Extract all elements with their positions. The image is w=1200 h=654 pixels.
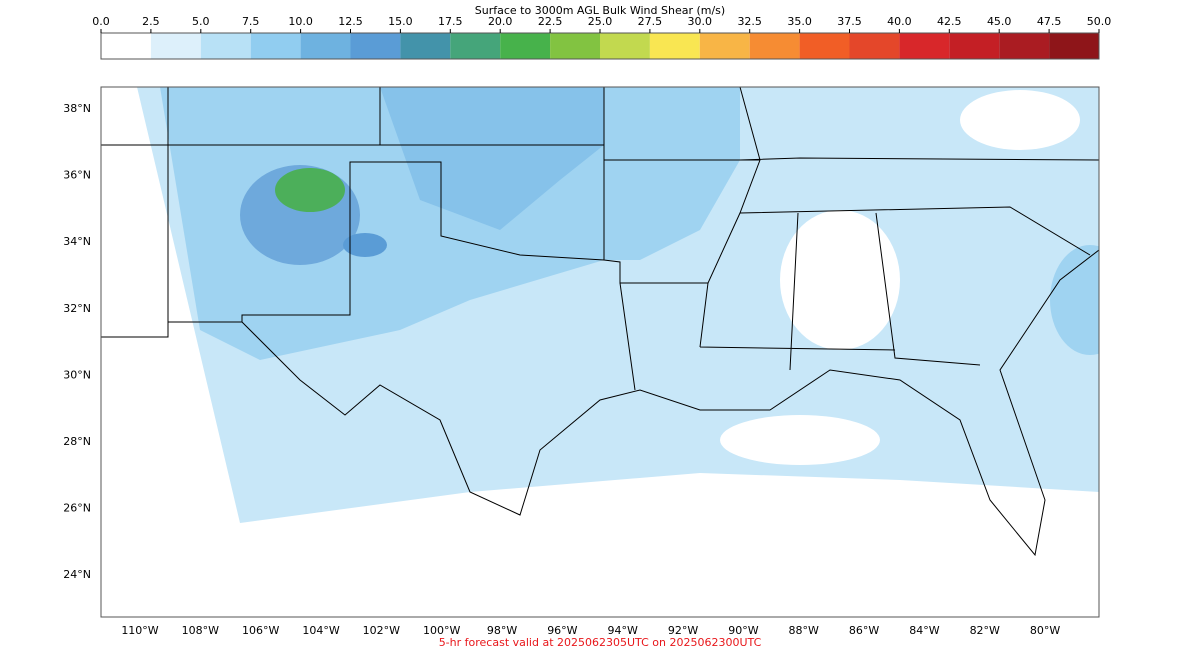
colorbar-segment bbox=[949, 33, 1000, 59]
shear-field bbox=[604, 87, 740, 260]
longitude-label: 98°W bbox=[487, 624, 517, 637]
colorbar-segment bbox=[300, 33, 351, 59]
shear-field bbox=[343, 233, 387, 257]
colorbar-tick-label: 25.0 bbox=[588, 15, 613, 28]
shear-field bbox=[1050, 245, 1099, 355]
colorbar-tick-label: 50.0 bbox=[1087, 15, 1112, 28]
colorbar-tick-label: 45.0 bbox=[987, 15, 1012, 28]
colorbar-tick-label: 30.0 bbox=[688, 15, 713, 28]
longitude-label: 80°W bbox=[1030, 624, 1060, 637]
colorbar-segment bbox=[899, 33, 950, 59]
longitude-label: 86°W bbox=[849, 624, 879, 637]
colorbar-tick-label: 40.0 bbox=[887, 15, 912, 28]
map bbox=[100, 86, 1100, 618]
shear-field bbox=[780, 210, 900, 350]
colorbar-segment bbox=[600, 33, 650, 59]
longitude-label: 106°W bbox=[242, 624, 279, 637]
colorbar-segment bbox=[150, 33, 201, 59]
shear-field bbox=[960, 90, 1080, 150]
latitude-label: 36°N bbox=[63, 169, 91, 182]
latitude-label: 38°N bbox=[63, 102, 91, 115]
colorbar-segment bbox=[250, 33, 301, 59]
colorbar-tick-label: 10.0 bbox=[288, 15, 313, 28]
longitude-label: 94°W bbox=[608, 624, 638, 637]
graticule-labels: 38°N 36°N 34°N 32°N 30°N 28°N 26°N 24°N 110°W 108… bbox=[63, 102, 1060, 637]
longitude-label: 90°W bbox=[728, 624, 758, 637]
colorbar-segment bbox=[1049, 33, 1099, 59]
longitude-label: 104°W bbox=[302, 624, 339, 637]
colorbar-tick-label: 32.5 bbox=[737, 15, 762, 28]
colorbar-tick-label: 47.5 bbox=[1037, 15, 1062, 28]
colorbar-tick-label: 7.5 bbox=[242, 15, 260, 28]
colorbar-tick-label: 20.0 bbox=[488, 15, 513, 28]
colorbar-tick-label: 42.5 bbox=[937, 15, 962, 28]
colorbar-tick-label: 27.5 bbox=[638, 15, 663, 28]
longitude-label: 108°W bbox=[182, 624, 219, 637]
longitude-label: 92°W bbox=[668, 624, 698, 637]
latitude-label: 30°N bbox=[63, 368, 91, 381]
colorbar-segment bbox=[400, 33, 451, 59]
colorbar-tick-label: 0.0 bbox=[92, 15, 110, 28]
longitude-label: 82°W bbox=[970, 624, 1000, 637]
map-frame bbox=[100, 86, 1100, 618]
longitude-label: 84°W bbox=[909, 624, 939, 637]
shear-field bbox=[720, 415, 880, 465]
colorbar-tick-label: 12.5 bbox=[338, 15, 363, 28]
colorbar-tick-label: 5.0 bbox=[192, 15, 210, 28]
colorbar-title: Surface to 3000m AGL Bulk Wind Shear (m/… bbox=[475, 4, 725, 17]
longitude-label: 88°W bbox=[789, 624, 819, 637]
colorbar-tick-label: 37.5 bbox=[837, 15, 862, 28]
colorbar-segment bbox=[200, 33, 251, 59]
colorbar-segment bbox=[500, 33, 551, 59]
colorbar-segment bbox=[550, 33, 600, 59]
latitude-label: 34°N bbox=[63, 235, 91, 248]
forecast-caption: 5-hr forecast valid at 2025062305UTC on … bbox=[439, 636, 762, 649]
colorbar-segment bbox=[849, 33, 900, 59]
colorbar-tick-label: 17.5 bbox=[438, 15, 463, 28]
colorbar-segment bbox=[699, 33, 750, 59]
latitude-label: 28°N bbox=[63, 435, 91, 448]
colorbar-segment bbox=[999, 33, 1050, 59]
latitude-label: 26°N bbox=[63, 502, 91, 515]
longitude-label: 100°W bbox=[423, 624, 460, 637]
latitude-label: 32°N bbox=[63, 302, 91, 315]
colorbar-segment bbox=[649, 33, 700, 59]
colorbar: 0.0 2.5 5.0 7.5 10.0 12.5 15.0 17.5 20.0 22.5 25.0… bbox=[92, 15, 1112, 60]
colorbar-segment bbox=[450, 33, 501, 59]
shear-field bbox=[275, 168, 345, 212]
colorbar-segment bbox=[350, 33, 401, 59]
colorbar-tick-label: 15.0 bbox=[388, 15, 413, 28]
longitude-label: 110°W bbox=[121, 624, 158, 637]
colorbar-tick-label: 2.5 bbox=[142, 15, 160, 28]
latitude-label: 24°N bbox=[63, 568, 91, 581]
longitude-label: 96°W bbox=[547, 624, 577, 637]
longitude-label: 102°W bbox=[363, 624, 400, 637]
colorbar-tick-label: 22.5 bbox=[538, 15, 563, 28]
colorbar-segment bbox=[749, 33, 800, 59]
shear-field bbox=[380, 87, 604, 230]
state-borders bbox=[101, 87, 1099, 557]
colorbar-segment bbox=[101, 33, 151, 59]
colorbar-tick-label: 35.0 bbox=[787, 15, 812, 28]
colorbar-segment bbox=[799, 33, 850, 59]
